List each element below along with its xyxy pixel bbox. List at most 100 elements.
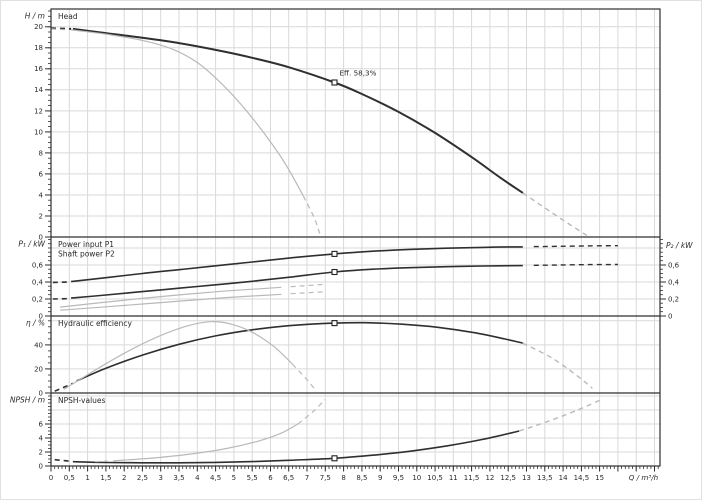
axis-label-head: H / m (25, 12, 45, 21)
x-tick-label: 15 (595, 474, 604, 482)
p1-mains (60, 286, 282, 308)
panel-title-eff: Hydraulic efficiency (58, 319, 133, 328)
npsh-curve (72, 430, 520, 464)
head-y-tick-label: 2 (39, 212, 43, 220)
npsh-y-tick-label: 6 (39, 420, 44, 428)
panel-title-power: Shaft power P2 (58, 250, 115, 259)
head-curve (72, 27, 524, 194)
x-tick-label: 5 (232, 474, 236, 482)
p2-mains (60, 293, 282, 311)
x-tick-label: 14,5 (574, 474, 590, 482)
x-tick-label: 14 (559, 474, 568, 482)
eff-curve (76, 321, 523, 382)
p2-mains-extrapolated (290, 291, 324, 295)
x-tick-label: 11,5 (464, 474, 480, 482)
x-tick-label: 11 (449, 474, 458, 482)
operating-point-marker (331, 268, 338, 276)
eff-lead (54, 382, 74, 392)
operating-point-marker (331, 79, 338, 86)
power-y-tick-label-right: 0,6 (668, 261, 680, 269)
operating-point-marker (331, 320, 338, 327)
npsh-mains-extrapolated (297, 399, 326, 425)
npsh-mains (113, 423, 299, 462)
efficiency-label: Eff. 58,3% (340, 69, 377, 78)
power-y-tick-label: 0,2 (32, 295, 43, 303)
x-tick-label: 13,5 (537, 474, 553, 482)
operating-point-marker (331, 250, 338, 257)
x-tick-label: 9 (378, 474, 382, 482)
eff-mains-extrapolated (291, 363, 317, 392)
eff-mains (63, 321, 293, 390)
x-tick-label: 1,5 (100, 474, 111, 482)
head-y-tick-label: 12 (34, 107, 43, 115)
x-tick-label: 3,5 (173, 474, 184, 482)
x-tick-label: 4 (195, 474, 200, 482)
head-y-tick-label: 10 (34, 128, 43, 136)
head-y-tick-label: 18 (34, 44, 43, 52)
npsh-lead (54, 458, 70, 462)
x-tick-label: 5,5 (247, 474, 258, 482)
head-curve-mains-extrapolated (302, 195, 321, 234)
x-tick-label: 2 (122, 474, 126, 482)
operating-point-marker (331, 455, 338, 462)
axis-label-npsh: NPSH / m (10, 396, 45, 405)
npsh-extrapolated (518, 398, 602, 432)
head-curve-mains-lead (50, 28, 70, 31)
axis-label-eff: η / % (26, 319, 45, 328)
x-tick-label: 3 (158, 474, 162, 482)
p2-curve (71, 264, 523, 299)
npsh-y-tick-label: 4 (39, 434, 44, 442)
x-tick-label: 0,5 (64, 474, 75, 482)
panel-title-head: Head (58, 12, 78, 21)
power-y-tick-label-right: 0,4 (668, 278, 680, 286)
power-y-tick-label: 0,6 (32, 261, 44, 269)
power-y-tick-label: 0 (39, 312, 43, 320)
x-tick-label: 6 (268, 474, 273, 482)
x-tick-label: 13 (522, 474, 531, 482)
x-tick-label: 1 (85, 474, 89, 482)
eff-y-tick-label: 40 (34, 341, 43, 349)
p1-mains-extrapolated (290, 283, 324, 288)
panel-title-npsh: NPSH-values (58, 396, 106, 405)
head-curve-mains (71, 29, 304, 197)
axis-label-power: P₁ / kW (18, 240, 45, 249)
head-curve-lead (50, 27, 72, 30)
npsh-y-tick-label: 2 (39, 448, 43, 456)
p1-extrapolated (533, 245, 618, 248)
head-curve-extrapolated (522, 192, 588, 237)
axis-label-power-right: P₂ / kW (666, 241, 693, 250)
x-tick-label: 8,5 (356, 474, 367, 482)
x-tick-label: 7 (305, 474, 309, 482)
plot-border (50, 8, 661, 467)
head-y-tick-label: 6 (39, 170, 44, 178)
power-y-tick-label: 0,4 (32, 278, 44, 286)
npsh-mains-lead (94, 460, 108, 463)
x-tick-label: 0 (49, 474, 53, 482)
eff-y-tick-label: 0 (39, 389, 43, 397)
head-y-tick-label: 4 (39, 191, 44, 199)
head-y-tick-label: 16 (34, 65, 43, 73)
x-tick-label: 6,5 (283, 474, 294, 482)
x-tick-label: 4,5 (210, 474, 221, 482)
eff-y-tick-label: 20 (34, 365, 43, 373)
head-y-tick-label: 8 (39, 149, 43, 157)
x-tick-label: 12 (485, 474, 494, 482)
x-tick-label: 9,5 (393, 474, 404, 482)
head-y-tick-label: 0 (39, 233, 43, 241)
x-tick-label: 12,5 (500, 474, 516, 482)
power-y-tick-label-right: 0 (668, 312, 672, 320)
head-y-tick-label: 14 (34, 86, 43, 94)
x-tick-label: 2,5 (137, 474, 148, 482)
p1-curve (71, 246, 523, 283)
p2-extrapolated (533, 263, 618, 266)
npsh-y-tick-label: 0 (39, 462, 43, 470)
x-tick-label: 7,5 (320, 474, 331, 482)
x-tick-label: 10 (412, 474, 421, 482)
panel-title-power: Power input P1 (58, 240, 114, 249)
power-y-tick-label-right: 0,2 (668, 295, 679, 303)
x-axis-label: Q / m³/h (629, 473, 659, 482)
x-tick-label: 10,5 (427, 474, 443, 482)
eff-extrapolated (522, 342, 593, 389)
